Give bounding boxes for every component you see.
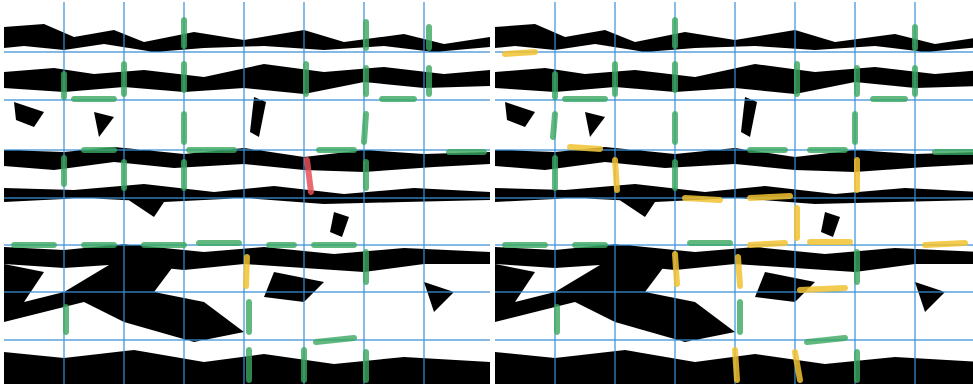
screenshot [0, 0, 973, 385]
left-panel [4, 2, 490, 384]
right-panel [495, 2, 973, 384]
